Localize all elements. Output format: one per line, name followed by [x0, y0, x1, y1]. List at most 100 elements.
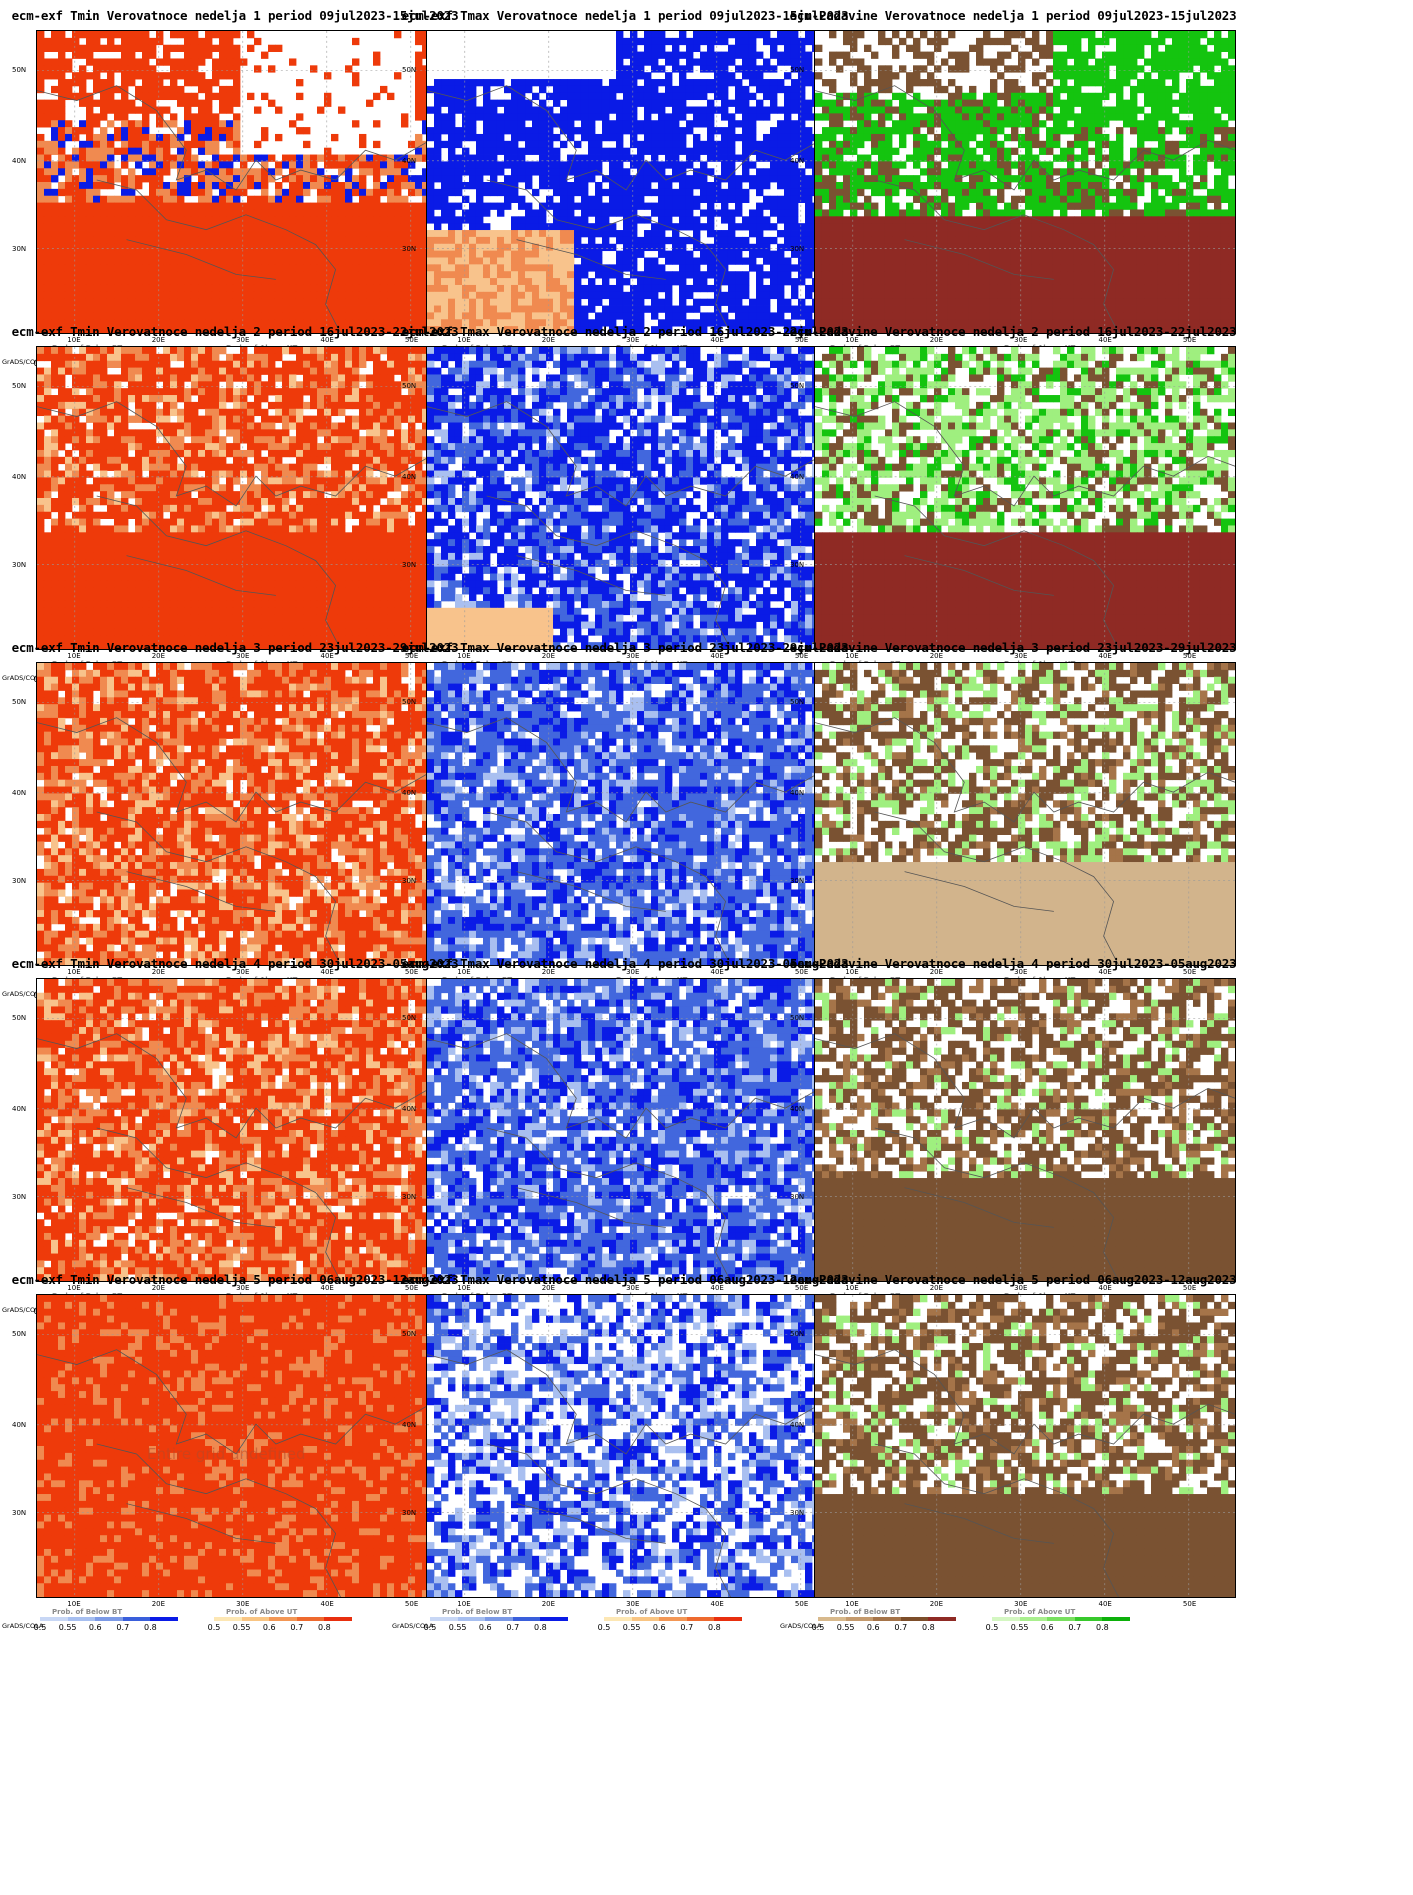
grid-cell [947, 113, 956, 121]
grid-cell [358, 264, 367, 272]
grid-cell [58, 209, 66, 217]
grid-cell [448, 284, 456, 293]
grid-cell [219, 182, 227, 190]
grid-cell [219, 230, 227, 238]
grid-cell [784, 236, 792, 245]
grid-cell [64, 230, 73, 238]
grid-cell [295, 298, 304, 306]
grid-cell [742, 65, 750, 73]
grid-cell [240, 202, 248, 210]
grid-cell [261, 312, 269, 320]
grid-cell [1123, 31, 1131, 39]
grid-cell [64, 127, 73, 135]
grid-cell [643, 271, 652, 279]
grid-cell [373, 120, 381, 128]
grid-cell [295, 209, 304, 217]
grid-cell [289, 257, 297, 265]
grid-cell [679, 243, 687, 252]
grid-cell [1130, 106, 1138, 114]
grid-cell [1060, 154, 1068, 162]
grid-cell [408, 243, 416, 252]
grid-cell [637, 326, 645, 333]
grid-cell [1144, 127, 1152, 135]
grid-cell [601, 133, 610, 142]
grid-cell [43, 319, 52, 327]
grid-cell [295, 154, 304, 162]
grid-cell [538, 326, 547, 333]
grid-cell [316, 264, 325, 272]
grid-cell [504, 106, 512, 114]
grid-cell [433, 202, 442, 210]
grid-cell [184, 72, 192, 80]
grid-cell [177, 92, 185, 101]
grid-cell [100, 92, 108, 101]
grid-cell [190, 312, 199, 320]
grid-cell [177, 298, 185, 306]
grid-cell [247, 257, 255, 265]
grid-cell [226, 140, 234, 149]
grid-cell [240, 250, 248, 258]
grid-cell [672, 51, 680, 59]
grid-cell [790, 120, 799, 128]
grid-cell [433, 312, 442, 320]
grid-cell [427, 182, 435, 190]
grid-cell [394, 72, 402, 80]
grid-cell [504, 140, 512, 149]
grid-cell [842, 58, 851, 66]
grid-cell [219, 305, 227, 313]
grid-cell [706, 250, 715, 258]
grid-cell [1228, 106, 1235, 114]
grid-cell [1130, 31, 1138, 39]
grid-cell [748, 243, 757, 252]
grid-cell [525, 202, 533, 210]
grid-cell [421, 175, 430, 183]
grid-cell [303, 223, 311, 231]
grid-cell [637, 188, 645, 197]
grid-cell [1031, 44, 1040, 52]
grid-cell [462, 243, 470, 252]
grid-cell [324, 284, 332, 293]
grid-cell [433, 113, 442, 121]
grid-cell [58, 168, 66, 176]
grid-cell [609, 154, 617, 162]
grid-cell [43, 37, 52, 46]
grid-cell [815, 113, 823, 121]
grid-cell [1165, 99, 1173, 107]
grid-cell [156, 326, 164, 333]
grid-cell [177, 44, 185, 52]
grid-cell [1067, 31, 1075, 39]
grid-cell [777, 264, 785, 272]
grid-cell [588, 113, 596, 121]
grid-cell [135, 92, 143, 101]
grid-cell [331, 257, 339, 265]
grid-cell [630, 257, 638, 265]
grid-cell [842, 92, 851, 101]
grid-cell [121, 154, 129, 162]
grid-cell [1018, 65, 1026, 73]
grid-cell [538, 298, 547, 306]
grid-cell [580, 133, 589, 142]
grid-cell [672, 168, 680, 176]
grid-cell [1165, 58, 1173, 66]
grid-cell [616, 284, 624, 293]
grid-cell [700, 209, 708, 217]
grid-cell [433, 161, 442, 169]
grid-cell [706, 79, 715, 87]
grid-cell [490, 99, 498, 107]
grid-cell [920, 31, 928, 39]
grid-cell [748, 298, 757, 306]
grid-cell [289, 230, 297, 238]
grid-cell [163, 257, 171, 265]
grid-cell [1123, 120, 1131, 128]
grid-cell [643, 79, 652, 87]
grid-cell [1004, 92, 1012, 101]
grid-cell [763, 257, 771, 265]
grid-cell [379, 278, 388, 286]
grid-cell [685, 106, 694, 114]
grid-cell [616, 278, 624, 286]
grid-cell [156, 168, 164, 176]
grid-cell [1207, 72, 1215, 80]
grid-cell [226, 312, 234, 320]
grid-cell [142, 202, 150, 210]
grid-cell [433, 236, 442, 245]
